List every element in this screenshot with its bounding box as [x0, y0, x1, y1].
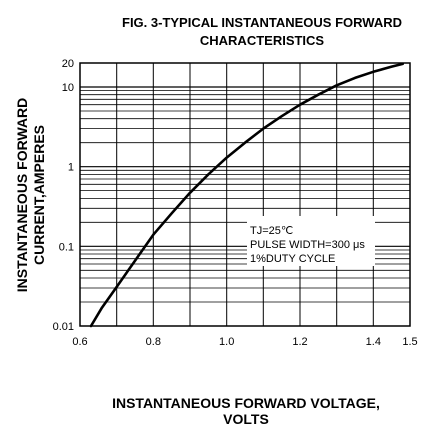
x-tick-label: 0.6 [72, 336, 87, 348]
series-layer [89, 62, 404, 328]
forward-characteristic-curve [89, 62, 404, 328]
grid-lines [80, 63, 410, 326]
x-tick-label: 0.8 [146, 336, 161, 348]
annotation-pulse-width: PULSE WIDTH=300 μs [250, 239, 365, 251]
x-tick-label: 1.4 [366, 336, 381, 348]
y-axis-label-line2: CURRENT,AMPERES [31, 125, 47, 265]
x-tick-label: 1.5 [402, 336, 417, 348]
y-tick-labels: 0.01 0.1 1 10 20 [53, 58, 74, 333]
y-tick-label: 10 [62, 82, 74, 94]
annotation-junction-temp: TJ=25℃ [250, 225, 293, 237]
y-tick-label: 1 [68, 162, 74, 174]
y-tick-label: 20 [62, 58, 74, 70]
y-tick-label: 0.1 [59, 241, 74, 253]
annotation-box: TJ=25℃ PULSE WIDTH=300 μs 1%DUTY CYCLE [247, 216, 375, 266]
x-tick-label: 1.2 [292, 336, 307, 348]
annotation-background [247, 216, 375, 266]
y-axis-label-line1: INSTANTANEOUS FORWARD [14, 98, 30, 292]
annotation-duty-cycle: 1%DUTY CYCLE [250, 253, 335, 265]
plot-frame [79, 62, 411, 327]
x-axis-label-line2: VOLTS [223, 411, 269, 427]
chart-title-line1: FIG. 3-TYPICAL INSTANTANEOUS FORWARD [122, 15, 402, 30]
x-axis-label-line1: INSTANTANEOUS FORWARD VOLTAGE, [112, 395, 380, 411]
chart-title-line2: CHARACTERISTICS [200, 33, 325, 48]
x-tick-labels: 0.6 0.8 1.0 1.2 1.4 1.5 [72, 336, 417, 348]
x-tick-label: 1.0 [219, 336, 234, 348]
y-tick-label: 0.01 [53, 321, 74, 333]
